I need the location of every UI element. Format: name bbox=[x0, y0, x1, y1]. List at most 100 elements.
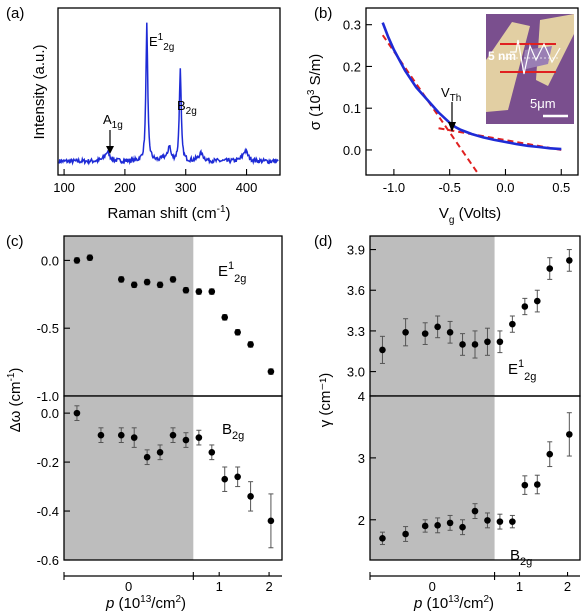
data-point bbox=[521, 481, 529, 489]
data-point bbox=[130, 281, 138, 289]
subplot-frame bbox=[63, 395, 283, 561]
p-xtick-label: 2 bbox=[564, 579, 571, 594]
data-point bbox=[566, 257, 573, 264]
ytick-label: 3 bbox=[358, 451, 365, 466]
data-point bbox=[221, 314, 229, 321]
data-point bbox=[509, 320, 516, 328]
data-point bbox=[434, 323, 441, 331]
data-point bbox=[73, 257, 81, 264]
data-point bbox=[234, 473, 241, 481]
panel-d-label: (d) bbox=[314, 233, 332, 250]
b2g-peak-label: B2g bbox=[177, 98, 197, 117]
panel-d-body: 3.0 3.3 3.6 3.9 2 3 4 0 1 2 bbox=[347, 235, 581, 594]
p-xtick-label: 1 bbox=[516, 579, 523, 594]
inset-height-profile bbox=[510, 39, 561, 75]
b-ytick-label: 0.3 bbox=[343, 18, 361, 33]
data-point bbox=[533, 481, 541, 488]
data-point bbox=[484, 517, 491, 524]
subplot-frame bbox=[369, 395, 581, 561]
data-point bbox=[402, 530, 409, 538]
data-point bbox=[195, 288, 203, 295]
data-point bbox=[169, 431, 177, 439]
p-xtick-label: 2 bbox=[265, 579, 272, 594]
data-point bbox=[379, 346, 386, 354]
a-xtick-label: 200 bbox=[114, 180, 136, 195]
data-point bbox=[267, 368, 275, 375]
b-xtick-label: 0.0 bbox=[496, 180, 514, 195]
p-xtick-label: 0 bbox=[125, 579, 132, 594]
data-point bbox=[97, 431, 105, 439]
data-point bbox=[73, 409, 81, 417]
data-point bbox=[182, 286, 190, 294]
panel-b-label: (b) bbox=[314, 5, 332, 22]
data-point bbox=[402, 328, 409, 336]
data-point bbox=[208, 288, 216, 295]
panel-a-label: (a) bbox=[6, 5, 24, 22]
panel-a-ylabel: Intensity (a.u.) bbox=[31, 44, 48, 139]
data-point bbox=[434, 522, 441, 529]
panel-c-top-label: E12g bbox=[218, 260, 246, 285]
panel-a-xlabel: Raman shift (cm-1) bbox=[107, 204, 230, 222]
p-xtick-label: 0 bbox=[429, 579, 436, 594]
panel-b: (b) -1.0 -0.5 0.0 0.5 0.0 0.1 0.2 0.3 VTh 5 nm … bbox=[306, 5, 579, 226]
data-point bbox=[247, 341, 254, 348]
a-xtick-label: 300 bbox=[175, 180, 197, 195]
inset-thickness-label: 5 nm bbox=[488, 49, 516, 63]
data-point bbox=[130, 434, 138, 441]
data-point bbox=[221, 475, 229, 483]
ytick-label: 0.0 bbox=[41, 253, 59, 268]
hole-doping-region bbox=[370, 236, 495, 396]
panel-d-top-label: E12g bbox=[508, 358, 536, 383]
a1g-peak-label: A1g bbox=[103, 112, 123, 131]
panel-c-label: (c) bbox=[6, 233, 24, 250]
b-xtick-label: 0.5 bbox=[552, 180, 570, 195]
device-inset-image: 5 nm 5μm bbox=[486, 14, 574, 124]
b-ytick-label: 0.2 bbox=[343, 59, 361, 74]
data-point bbox=[566, 431, 573, 438]
data-point bbox=[421, 522, 429, 530]
panel-b-frame bbox=[365, 7, 579, 176]
panel-c-body: 0.0 -0.5 -1.0 0.0 -0.2 -0.4 -0.6 0 1 2 bbox=[37, 235, 283, 594]
panel-d-ylabel: γ (cm⁻¹) bbox=[317, 373, 334, 428]
data-point bbox=[421, 330, 429, 337]
raman-spectrum-line bbox=[58, 22, 279, 166]
panel-c: (c) 0.0 -0.5 -1.0 0.0 -0.2 -0.4 -0.6 0 1 2 E12g B… bbox=[6, 233, 283, 612]
ytick-label: 0.0 bbox=[41, 406, 59, 421]
panel-a-frame bbox=[57, 7, 281, 176]
data-point bbox=[484, 338, 491, 346]
ytick-label: -0.6 bbox=[37, 553, 59, 568]
data-point bbox=[169, 276, 177, 283]
data-point bbox=[471, 341, 479, 348]
panel-d: (d) 3.0 3.3 3.6 3.9 2 3 4 0 1 2 E12g B2g p (1013/… bbox=[314, 233, 581, 612]
data-point bbox=[546, 265, 554, 272]
data-point bbox=[234, 328, 241, 336]
data-point bbox=[546, 450, 554, 458]
panel-b-xlabel: Vg (Volts) bbox=[439, 205, 501, 226]
panel-b-ylabel: σ (103 S/m) bbox=[306, 54, 324, 131]
b-xtick-label: -1.0 bbox=[383, 180, 405, 195]
data-point bbox=[117, 431, 125, 439]
ytick-label: 3.3 bbox=[347, 324, 365, 339]
panel-d-xlabel: p (1013/cm2) bbox=[413, 594, 494, 612]
p-xtick-label: 1 bbox=[216, 579, 223, 594]
data-point bbox=[459, 341, 466, 348]
b-ytick-label: 0.0 bbox=[343, 143, 361, 158]
data-point bbox=[182, 436, 190, 444]
data-point bbox=[247, 493, 254, 500]
conductivity-curve bbox=[381, 22, 562, 151]
data-point bbox=[533, 297, 541, 305]
data-point bbox=[496, 518, 504, 525]
ytick-label: -0.5 bbox=[37, 321, 59, 336]
data-point bbox=[117, 276, 125, 283]
ytick-label: 2 bbox=[358, 513, 365, 528]
data-point bbox=[156, 448, 164, 456]
vth-arrow-head bbox=[448, 122, 456, 132]
data-point bbox=[509, 518, 516, 525]
data-point bbox=[156, 281, 164, 289]
hole-doping-region bbox=[64, 396, 194, 560]
ytick-label: -1.0 bbox=[37, 389, 59, 404]
panel-c-ylabel: Δω (cm-1) bbox=[6, 368, 24, 433]
ytick-label: 4 bbox=[358, 389, 365, 404]
data-point bbox=[143, 278, 151, 286]
